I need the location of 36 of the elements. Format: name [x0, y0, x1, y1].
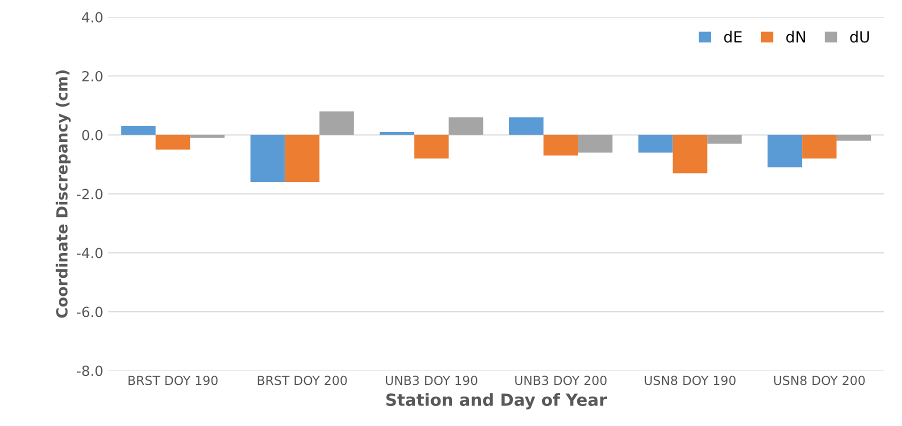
bar	[414, 134, 449, 158]
bar	[319, 111, 354, 135]
x-tick-label: BRST DOY 200	[258, 376, 347, 386]
legend-label: dE	[724, 30, 742, 43]
bar	[509, 117, 544, 135]
y-axis-title: Coordinate Discrepancy (cm)	[56, 70, 71, 318]
x-axis-title: Station and Day of Year	[386, 393, 608, 410]
bar	[544, 134, 578, 156]
y-tick-label: -8.0	[76, 366, 102, 376]
bar	[707, 134, 742, 144]
bar	[768, 134, 802, 168]
y-tick-label: -4.0	[76, 248, 102, 258]
bar	[672, 134, 708, 174]
legend-label: dU	[850, 30, 869, 43]
bar	[802, 134, 837, 158]
y-tick-label: 0.0	[82, 130, 102, 140]
y-tick-label: 4.0	[82, 12, 102, 23]
bar	[380, 132, 414, 135]
y-tick-label: -6.0	[76, 306, 102, 318]
bar	[836, 134, 872, 141]
x-tick-label: BRST DOY 190	[128, 376, 218, 386]
bar	[190, 134, 225, 138]
x-tick-label: UNB3 DOY 190	[386, 376, 478, 386]
x-tick-label: USN8 DOY 190	[644, 376, 736, 386]
y-tick-label: 2.0	[82, 70, 102, 82]
bar	[578, 134, 612, 153]
x-tick-label: UNB3 DOY 200	[515, 376, 607, 386]
bar	[284, 134, 320, 182]
x-tick-label: USN8 DOY 200	[774, 376, 865, 386]
legend-label: dN	[786, 30, 806, 43]
bar	[156, 134, 190, 150]
bar	[250, 134, 285, 182]
bar	[121, 126, 156, 135]
bar	[638, 134, 673, 153]
bar	[448, 117, 484, 135]
y-tick-label: -2.0	[76, 188, 102, 200]
